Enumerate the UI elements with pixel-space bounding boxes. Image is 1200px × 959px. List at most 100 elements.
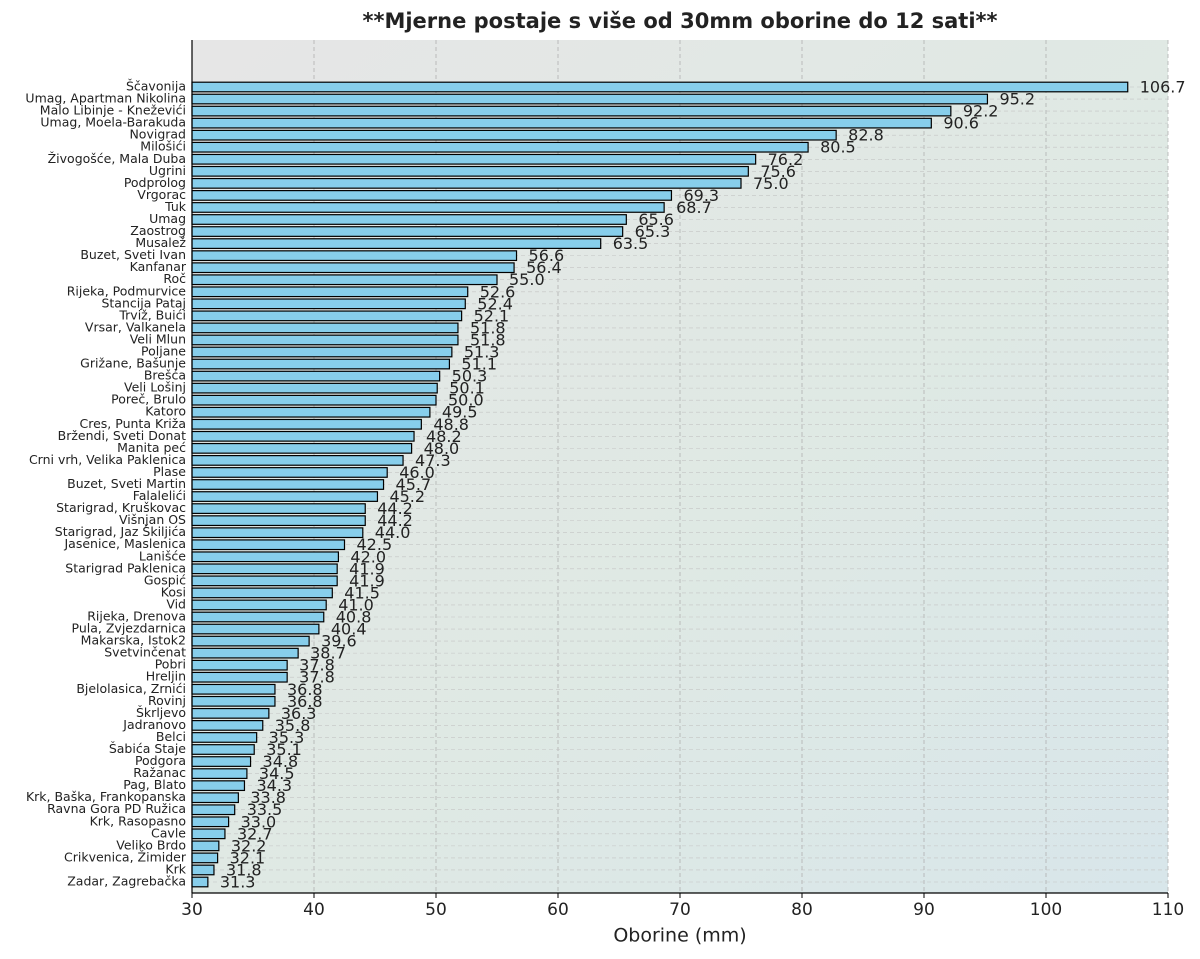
value-label: 80.5 [820, 138, 856, 157]
value-label: 40.4 [331, 620, 367, 639]
value-label: 52.6 [480, 282, 516, 301]
y-tick-label: Vrsar, Valkanela [85, 319, 186, 334]
bar [191, 141, 809, 153]
y-tick-label: Kosi [161, 584, 186, 599]
bar [191, 756, 252, 767]
bar [191, 707, 270, 719]
bar [191, 346, 453, 358]
bar [191, 153, 757, 165]
bar [191, 442, 413, 454]
y-tick-label: Veli Mlun [130, 331, 186, 346]
value-label: 31.8 [226, 860, 262, 879]
value-label: 44.2 [377, 511, 413, 530]
bar [191, 418, 422, 430]
bar [191, 575, 338, 587]
y-tick-label: Svetvinčenat [104, 645, 186, 660]
value-label: 35.3 [269, 728, 305, 747]
x-tick-label: 30 [181, 900, 203, 920]
value-label: 52.1 [474, 306, 510, 325]
y-tick-label: Starigrad Paklenica [65, 560, 186, 575]
value-label: 33.0 [241, 812, 277, 831]
bar [191, 262, 515, 274]
bar [191, 611, 325, 623]
value-label: 34.8 [263, 752, 299, 771]
value-label: 37.8 [299, 656, 335, 675]
value-label: 49.5 [442, 403, 478, 422]
value-label: 52.4 [477, 294, 513, 313]
y-tick-label: Starigrad, Kruškovac [56, 500, 186, 515]
x-tick-label: 60 [547, 900, 569, 920]
value-label: 35.1 [266, 740, 302, 759]
y-tick-label: Stancija Pataj [101, 295, 186, 310]
value-label: 69.3 [683, 186, 719, 205]
bar [191, 852, 219, 864]
bar [191, 587, 333, 599]
value-label: 48.8 [433, 415, 469, 434]
y-tick-label: Umag [149, 211, 186, 226]
y-tick-label: Manita peć [117, 440, 186, 455]
x-tick-label: 90 [913, 900, 935, 920]
y-tick-label: Krk, Rasopasno [90, 813, 186, 828]
bar [191, 527, 364, 539]
bar [191, 322, 459, 334]
bar [191, 250, 518, 262]
bar [191, 551, 339, 563]
y-tick-label: Ugrini [149, 163, 186, 178]
value-label: 48.2 [426, 427, 462, 446]
value-label: 39.6 [321, 632, 357, 651]
bar [191, 659, 288, 671]
value-label: 56.4 [526, 258, 562, 277]
bar [191, 214, 627, 225]
bar [191, 599, 327, 611]
value-label: 51.8 [470, 330, 506, 349]
y-tick-label: Poreč, Brulo [111, 392, 186, 407]
value-label: 65.3 [635, 222, 671, 241]
bar [191, 515, 366, 527]
bar [191, 635, 310, 647]
value-label: 32.1 [230, 848, 266, 867]
bar [191, 623, 320, 635]
y-tick-label: Višnjan OS [119, 512, 186, 527]
y-tick-label: Umag, Apartman Nikolina [25, 91, 186, 106]
value-label: 75.6 [760, 162, 796, 181]
y-tick-label: Krk, Baška, Frankopanska [26, 789, 186, 804]
value-label: 44.0 [375, 523, 411, 542]
value-label: 41.9 [349, 559, 385, 578]
y-tick-label: Buzet, Sveti Ivan [80, 247, 186, 262]
value-label: 51.3 [464, 343, 500, 362]
y-tick-label: Rijeka, Drenova [87, 609, 186, 624]
bar [191, 190, 673, 201]
bar [191, 394, 437, 406]
y-tick-label: Rijeka, Podmurvice [67, 283, 187, 298]
value-label: 36.8 [287, 680, 323, 699]
y-tick-label: Cavle [151, 825, 186, 840]
bar [191, 202, 665, 213]
y-tick-label: Milošići [140, 139, 186, 154]
bar [191, 81, 1129, 93]
value-label: 45.2 [389, 487, 425, 506]
y-tick-label: Poljane [141, 344, 186, 359]
y-tick-label: Pula, Zvjezdarnica [72, 621, 186, 636]
y-tick-label: Roč [163, 271, 186, 286]
y-tick-label: Gospić [144, 572, 186, 587]
value-label: 63.5 [613, 234, 649, 253]
value-label: 46.0 [399, 463, 435, 482]
y-tick-label: Starigrad, Jaz Škiljića [55, 524, 186, 539]
y-tick-label: Cres, Punta Križa [80, 416, 186, 431]
y-tick-label: Crni vrh, Velika Paklenica [29, 452, 186, 467]
value-label: 50.0 [448, 391, 484, 410]
bar [191, 105, 952, 117]
value-label: 36.3 [281, 704, 317, 723]
y-tick-label: Makarska, Istok2 [81, 633, 186, 648]
y-tick-label: Tuk [164, 199, 187, 214]
bar [191, 358, 451, 370]
bar [191, 455, 404, 466]
bar [191, 165, 749, 177]
value-label: 34.5 [259, 764, 295, 783]
bar [191, 491, 379, 502]
bar [191, 430, 415, 442]
value-label: 36.8 [287, 692, 323, 711]
y-tick-label: Škrljevo [136, 705, 186, 720]
bar [191, 720, 264, 731]
y-tick-label: Veli Lošinj [124, 380, 186, 395]
